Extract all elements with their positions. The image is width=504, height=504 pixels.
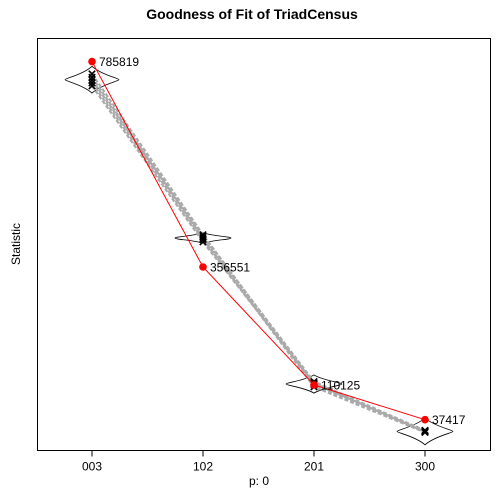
observed-point [310,381,318,389]
simulated-line [91,79,426,432]
x-tick-label: 102 [193,460,213,474]
simulated-point [199,230,207,239]
observed-label: 785819 [99,55,139,69]
violin [285,374,343,394]
observed-label: 356551 [210,260,250,274]
x-tick-label: 300 [415,460,435,474]
chart-title: Goodness of Fit of TriadCensus [146,6,358,22]
simulated-line [91,76,426,434]
observed-point [421,415,429,424]
simulated-line [91,73,426,432]
simulated-point [88,70,96,78]
simulated-point [88,76,96,84]
simulated-point [421,426,429,435]
simulated-line [91,82,426,433]
x-tick-label: 201 [304,460,324,474]
observed-line [91,61,426,421]
simulated-point [199,232,207,241]
observed-point [88,57,96,66]
simulated-violins [64,65,454,446]
simulated-point [88,79,96,87]
simulated-point [88,82,96,90]
violin [396,417,454,446]
observed-series: 785819 356551 110125 37417 [88,55,466,427]
x-tick-label: 003 [82,460,102,474]
simulated-lines [91,73,426,434]
simulated-line [91,85,426,433]
y-axis-label: Statistic [9,223,23,265]
violin [64,65,120,94]
observed-label: 110125 [321,378,360,392]
simulated-point [421,428,429,437]
simulated-markers [88,70,429,437]
plot-box [37,38,491,451]
observed-point [199,263,207,271]
observed-label: 37417 [432,413,466,427]
x-axis: 003 102 201 300 [82,450,435,474]
x-axis-label: p: 0 [249,474,269,488]
